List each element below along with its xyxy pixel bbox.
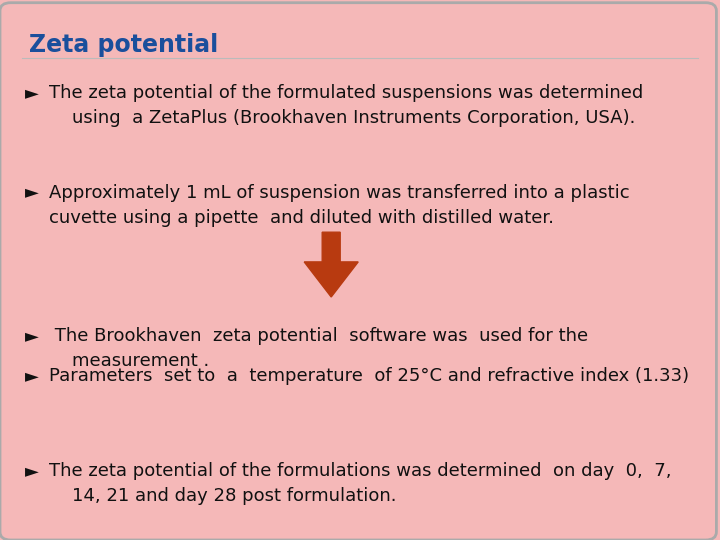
Text: ►: ► (25, 462, 39, 480)
Text: The zeta potential of the formulated suspensions was determined
    using  a Zet: The zeta potential of the formulated sus… (49, 84, 643, 127)
Text: ►: ► (25, 184, 39, 201)
Text: The Brookhaven  zeta potential  software was  used for the
    measurement .: The Brookhaven zeta potential software w… (49, 327, 588, 370)
Text: ►: ► (25, 84, 39, 102)
FancyBboxPatch shape (0, 3, 716, 540)
FancyArrow shape (305, 232, 359, 297)
Text: Zeta potential: Zeta potential (29, 33, 218, 57)
Text: Parameters  set to  a  temperature  of 25°C and refractive index (1.33): Parameters set to a temperature of 25°C … (49, 367, 689, 385)
Text: ►: ► (25, 327, 39, 345)
Text: The zeta potential of the formulations was determined  on day  0,  7,
    14, 21: The zeta potential of the formulations w… (49, 462, 672, 505)
Text: Approximately 1 mL of suspension was transferred into a plastic
cuvette using a : Approximately 1 mL of suspension was tra… (49, 184, 629, 227)
Text: ►: ► (25, 367, 39, 385)
